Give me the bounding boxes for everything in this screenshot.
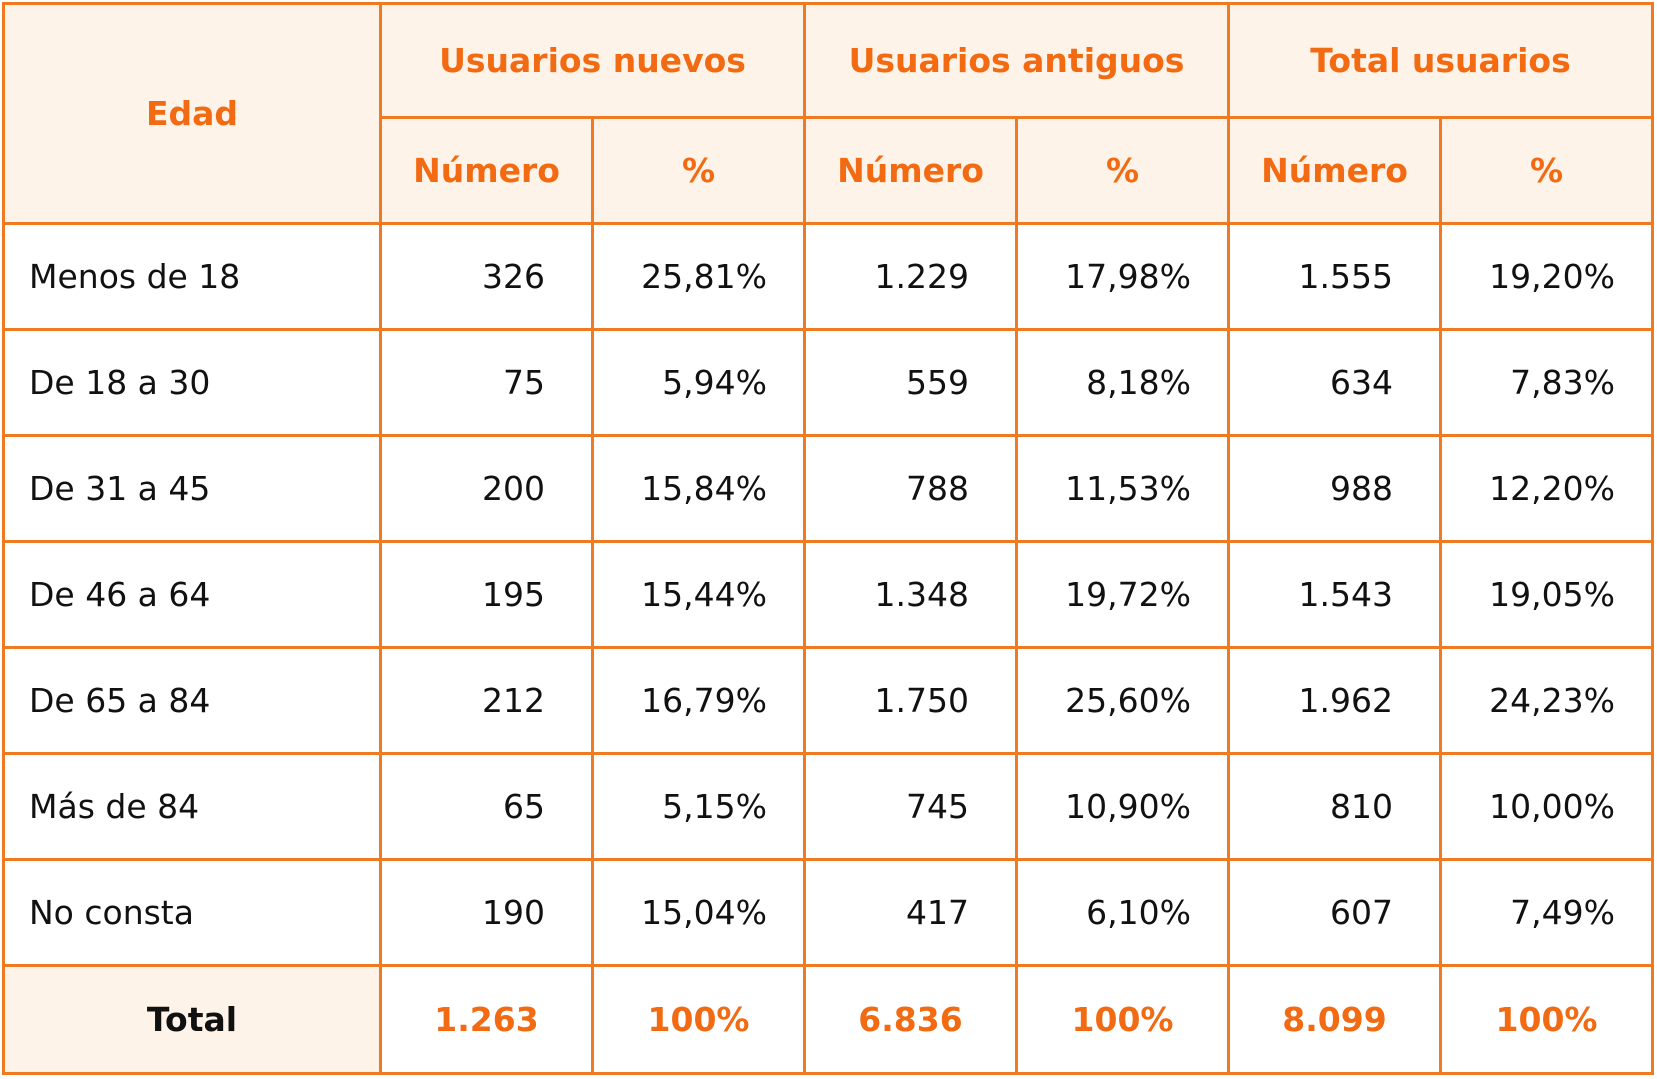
subheader-pct: % <box>1015 116 1230 225</box>
header-total-usuarios: Total usuarios <box>1227 2 1654 119</box>
cell-total-numero: 1.962 <box>1227 646 1442 755</box>
cell-antiguos-numero: 1.750 <box>803 646 1018 755</box>
table-row: Menos de 18 326 25,81% 1.229 17,98% 1.55… <box>2 222 1654 331</box>
cell-antiguos-numero: 1.229 <box>803 222 1018 331</box>
cell-nuevos-numero: 200 <box>379 434 594 543</box>
table-row: De 31 a 45 200 15,84% 788 11,53% 988 12,… <box>2 434 1654 543</box>
cell-total-numero: 1.543 <box>1227 540 1442 649</box>
row-label: Menos de 18 <box>2 222 382 331</box>
cell-total-numero: 1.555 <box>1227 222 1442 331</box>
table-row: De 65 a 84 212 16,79% 1.750 25,60% 1.962… <box>2 646 1654 755</box>
table-row: De 18 a 30 75 5,94% 559 8,18% 634 7,83% <box>2 328 1654 437</box>
total-nuevos-pct: 100% <box>591 964 806 1075</box>
cell-total-pct: 7,49% <box>1439 858 1654 967</box>
subheader-pct: % <box>1439 116 1654 225</box>
cell-nuevos-numero: 190 <box>379 858 594 967</box>
total-total-numero: 8.099 <box>1227 964 1442 1075</box>
cell-total-numero: 810 <box>1227 752 1442 861</box>
header-edad: Edad <box>2 2 382 225</box>
cell-total-pct: 19,05% <box>1439 540 1654 649</box>
cell-nuevos-pct: 25,81% <box>591 222 806 331</box>
cell-antiguos-pct: 8,18% <box>1015 328 1230 437</box>
cell-nuevos-numero: 326 <box>379 222 594 331</box>
table-row: No consta 190 15,04% 417 6,10% 607 7,49% <box>2 858 1654 967</box>
cell-nuevos-pct: 5,15% <box>591 752 806 861</box>
cell-antiguos-pct: 25,60% <box>1015 646 1230 755</box>
total-nuevos-numero: 1.263 <box>379 964 594 1075</box>
cell-antiguos-numero: 559 <box>803 328 1018 437</box>
cell-antiguos-pct: 11,53% <box>1015 434 1230 543</box>
cell-nuevos-numero: 75 <box>379 328 594 437</box>
cell-nuevos-pct: 15,84% <box>591 434 806 543</box>
cell-total-pct: 7,83% <box>1439 328 1654 437</box>
cell-nuevos-pct: 15,04% <box>591 858 806 967</box>
total-row: Total 1.263 100% 6.836 100% 8.099 100% <box>2 964 1654 1075</box>
cell-nuevos-pct: 16,79% <box>591 646 806 755</box>
cell-nuevos-numero: 65 <box>379 752 594 861</box>
total-total-pct: 100% <box>1439 964 1654 1075</box>
row-label: Más de 84 <box>2 752 382 861</box>
cell-antiguos-pct: 6,10% <box>1015 858 1230 967</box>
subheader-pct: % <box>591 116 806 225</box>
subheader-numero: Número <box>379 116 594 225</box>
header-usuarios-antiguos: Usuarios antiguos <box>803 2 1230 119</box>
cell-total-pct: 12,20% <box>1439 434 1654 543</box>
table-row: De 46 a 64 195 15,44% 1.348 19,72% 1.543… <box>2 540 1654 649</box>
total-label: Total <box>2 964 382 1075</box>
subheader-numero: Número <box>803 116 1018 225</box>
cell-total-numero: 607 <box>1227 858 1442 967</box>
cell-total-numero: 988 <box>1227 434 1442 543</box>
subheader-numero: Número <box>1227 116 1442 225</box>
row-label: De 31 a 45 <box>2 434 382 543</box>
cell-antiguos-pct: 17,98% <box>1015 222 1230 331</box>
cell-antiguos-numero: 1.348 <box>803 540 1018 649</box>
row-label: De 46 a 64 <box>2 540 382 649</box>
table-row: Más de 84 65 5,15% 745 10,90% 810 10,00% <box>2 752 1654 861</box>
header-usuarios-nuevos: Usuarios nuevos <box>379 2 806 119</box>
cell-nuevos-pct: 15,44% <box>591 540 806 649</box>
cell-nuevos-numero: 195 <box>379 540 594 649</box>
cell-antiguos-numero: 745 <box>803 752 1018 861</box>
cell-antiguos-pct: 10,90% <box>1015 752 1230 861</box>
cell-antiguos-pct: 19,72% <box>1015 540 1230 649</box>
cell-nuevos-pct: 5,94% <box>591 328 806 437</box>
cell-nuevos-numero: 212 <box>379 646 594 755</box>
total-antiguos-numero: 6.836 <box>803 964 1018 1075</box>
cell-antiguos-numero: 417 <box>803 858 1018 967</box>
row-label: De 65 a 84 <box>2 646 382 755</box>
cell-total-pct: 19,20% <box>1439 222 1654 331</box>
cell-total-numero: 634 <box>1227 328 1442 437</box>
total-antiguos-pct: 100% <box>1015 964 1230 1075</box>
cell-total-pct: 10,00% <box>1439 752 1654 861</box>
cell-antiguos-numero: 788 <box>803 434 1018 543</box>
row-label: No consta <box>2 858 382 967</box>
row-label: De 18 a 30 <box>2 328 382 437</box>
cell-total-pct: 24,23% <box>1439 646 1654 755</box>
